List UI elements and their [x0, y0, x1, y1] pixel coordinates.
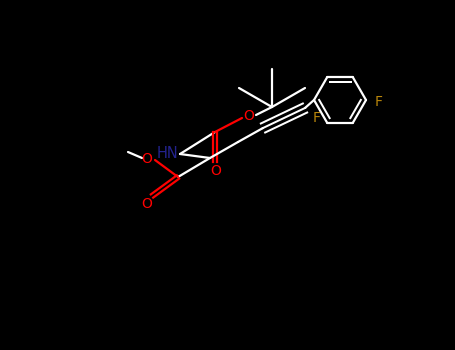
- Text: O: O: [142, 197, 152, 211]
- Text: HN: HN: [157, 147, 179, 161]
- Text: F: F: [375, 95, 383, 109]
- Text: O: O: [211, 164, 222, 178]
- Text: O: O: [142, 152, 152, 166]
- Text: F: F: [313, 111, 321, 125]
- Text: O: O: [243, 109, 254, 123]
